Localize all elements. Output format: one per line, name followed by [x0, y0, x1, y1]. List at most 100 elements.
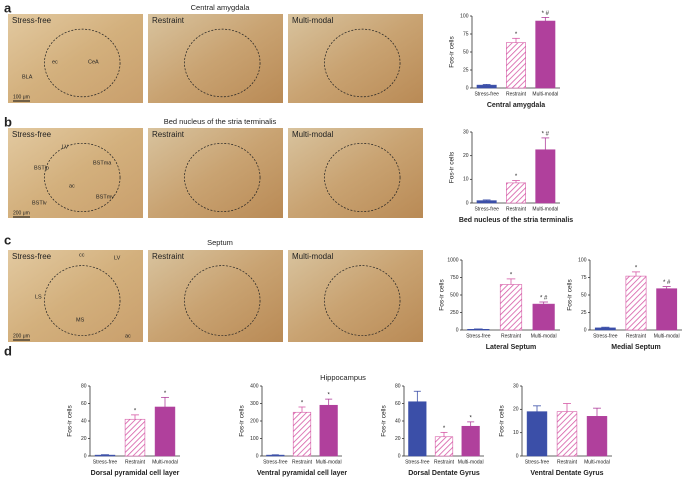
panel-title: Central amygdala: [191, 3, 251, 12]
y-tick-label: 200: [250, 418, 259, 424]
bar: [594, 327, 616, 331]
image-annotation: BSTlp: [34, 165, 49, 171]
x-tick-label: Restraint: [626, 333, 647, 339]
micrograph: [288, 128, 423, 218]
y-axis-label: Fos-ir cells: [67, 405, 74, 437]
panel-letter: c: [4, 232, 11, 247]
y-tick-label: 75: [581, 275, 587, 281]
region-outline: [324, 142, 401, 213]
x-tick-label: Stress-free: [93, 459, 118, 465]
micrograph: [8, 128, 143, 218]
image-annotation: ac: [69, 183, 75, 189]
y-tick-label: 75: [463, 31, 469, 37]
x-axis-label: Dorsal Dentate Gyrus: [408, 470, 480, 477]
x-tick-label: Restraint: [501, 333, 522, 339]
image-label: Multi-modal: [292, 252, 334, 261]
bar: [499, 284, 523, 331]
bar: [319, 404, 338, 457]
image-annotation: ec: [52, 59, 58, 65]
bar: [94, 454, 116, 457]
panel-letter: a: [4, 0, 12, 15]
y-tick-label: 0: [466, 200, 469, 206]
scale-label: 200 μm: [13, 210, 30, 216]
x-tick-label: Stress-free: [525, 459, 550, 465]
x-axis-label: Ventral Dentate Gyrus: [530, 470, 603, 477]
x-tick-label: Restraint: [125, 459, 146, 465]
significance-mark: *: [469, 415, 472, 421]
region-outline: [44, 265, 121, 336]
bar: [266, 454, 285, 457]
bar: [506, 42, 526, 89]
x-tick-label: Multi-modal: [584, 459, 610, 465]
x-tick-label: Restraint: [434, 459, 455, 465]
y-axis-label: Fos-ir cells: [439, 279, 446, 311]
significance-mark: * #: [542, 11, 550, 17]
x-tick-label: Stress-free: [474, 206, 499, 212]
x-tick-label: Multi-modal: [654, 333, 680, 339]
bar: [625, 275, 647, 331]
x-tick-label: Multi-modal: [152, 459, 178, 465]
image-annotation: cc: [79, 252, 85, 258]
micrograph: [148, 14, 283, 103]
x-tick-label: Restraint: [292, 459, 313, 465]
y-tick-label: 10: [463, 177, 469, 183]
image-label: Stress-free: [12, 252, 52, 261]
bar: [526, 411, 548, 457]
x-tick-label: Multi-modal: [458, 459, 484, 465]
y-tick-label: 60: [395, 401, 401, 407]
y-tick-label: 0: [256, 453, 259, 459]
x-axis-label: Lateral Septum: [486, 344, 537, 351]
y-tick-label: 40: [81, 418, 87, 424]
micrograph: [288, 250, 423, 342]
x-axis-label: Central amygdala: [487, 102, 545, 109]
micrograph: [288, 14, 423, 103]
bar: [467, 328, 490, 331]
y-axis-label: Fos-ir cells: [499, 405, 506, 437]
y-tick-label: 25: [463, 67, 469, 73]
image-label: Restraint: [152, 130, 185, 139]
y-tick-label: 25: [581, 310, 587, 316]
image-annotation: BSTlv: [32, 200, 47, 206]
significance-mark: * #: [663, 280, 671, 286]
y-tick-label: 300: [250, 401, 259, 407]
significance-mark: *: [301, 401, 304, 407]
bar: [434, 436, 454, 457]
x-tick-label: Restraint: [506, 206, 527, 212]
y-axis-label: Fos-ir cells: [449, 151, 456, 183]
image-label: Stress-free: [12, 16, 52, 25]
x-tick-label: Multi-modal: [532, 91, 558, 97]
y-tick-label: 500: [450, 292, 459, 298]
bar: [556, 411, 578, 457]
panel-title: Septum: [207, 238, 233, 247]
x-tick-label: Stress-free: [405, 459, 430, 465]
x-tick-label: Stress-free: [466, 333, 491, 339]
x-tick-label: Stress-free: [593, 333, 618, 339]
significance-mark: * #: [540, 296, 548, 302]
scale-label: 200 μm: [13, 333, 30, 339]
bar: [476, 200, 497, 204]
y-tick-label: 250: [450, 310, 459, 316]
y-axis-label: Fos-ir cells: [239, 405, 246, 437]
bar: [461, 425, 480, 457]
image-label: Multi-modal: [292, 130, 334, 139]
y-tick-label: 30: [463, 129, 469, 135]
region-outline: [184, 142, 261, 213]
image-annotation: LS: [35, 294, 42, 300]
bar: [506, 182, 526, 204]
x-tick-label: Restraint: [557, 459, 578, 465]
bar: [124, 418, 146, 457]
y-tick-label: 20: [81, 436, 87, 442]
bar: [476, 84, 497, 89]
significance-mark: *: [510, 272, 513, 278]
y-tick-label: 80: [81, 383, 87, 389]
image-annotation: BLA: [22, 74, 33, 80]
x-tick-label: Restraint: [506, 91, 527, 97]
significance-mark: *: [635, 265, 638, 271]
micrograph: [8, 250, 143, 342]
panel-title: Hippocampus: [320, 373, 366, 382]
y-tick-label: 1000: [447, 257, 458, 263]
y-tick-label: 0: [466, 85, 469, 91]
bar: [656, 288, 678, 331]
bar: [154, 406, 176, 457]
image-label: Restraint: [152, 16, 185, 25]
